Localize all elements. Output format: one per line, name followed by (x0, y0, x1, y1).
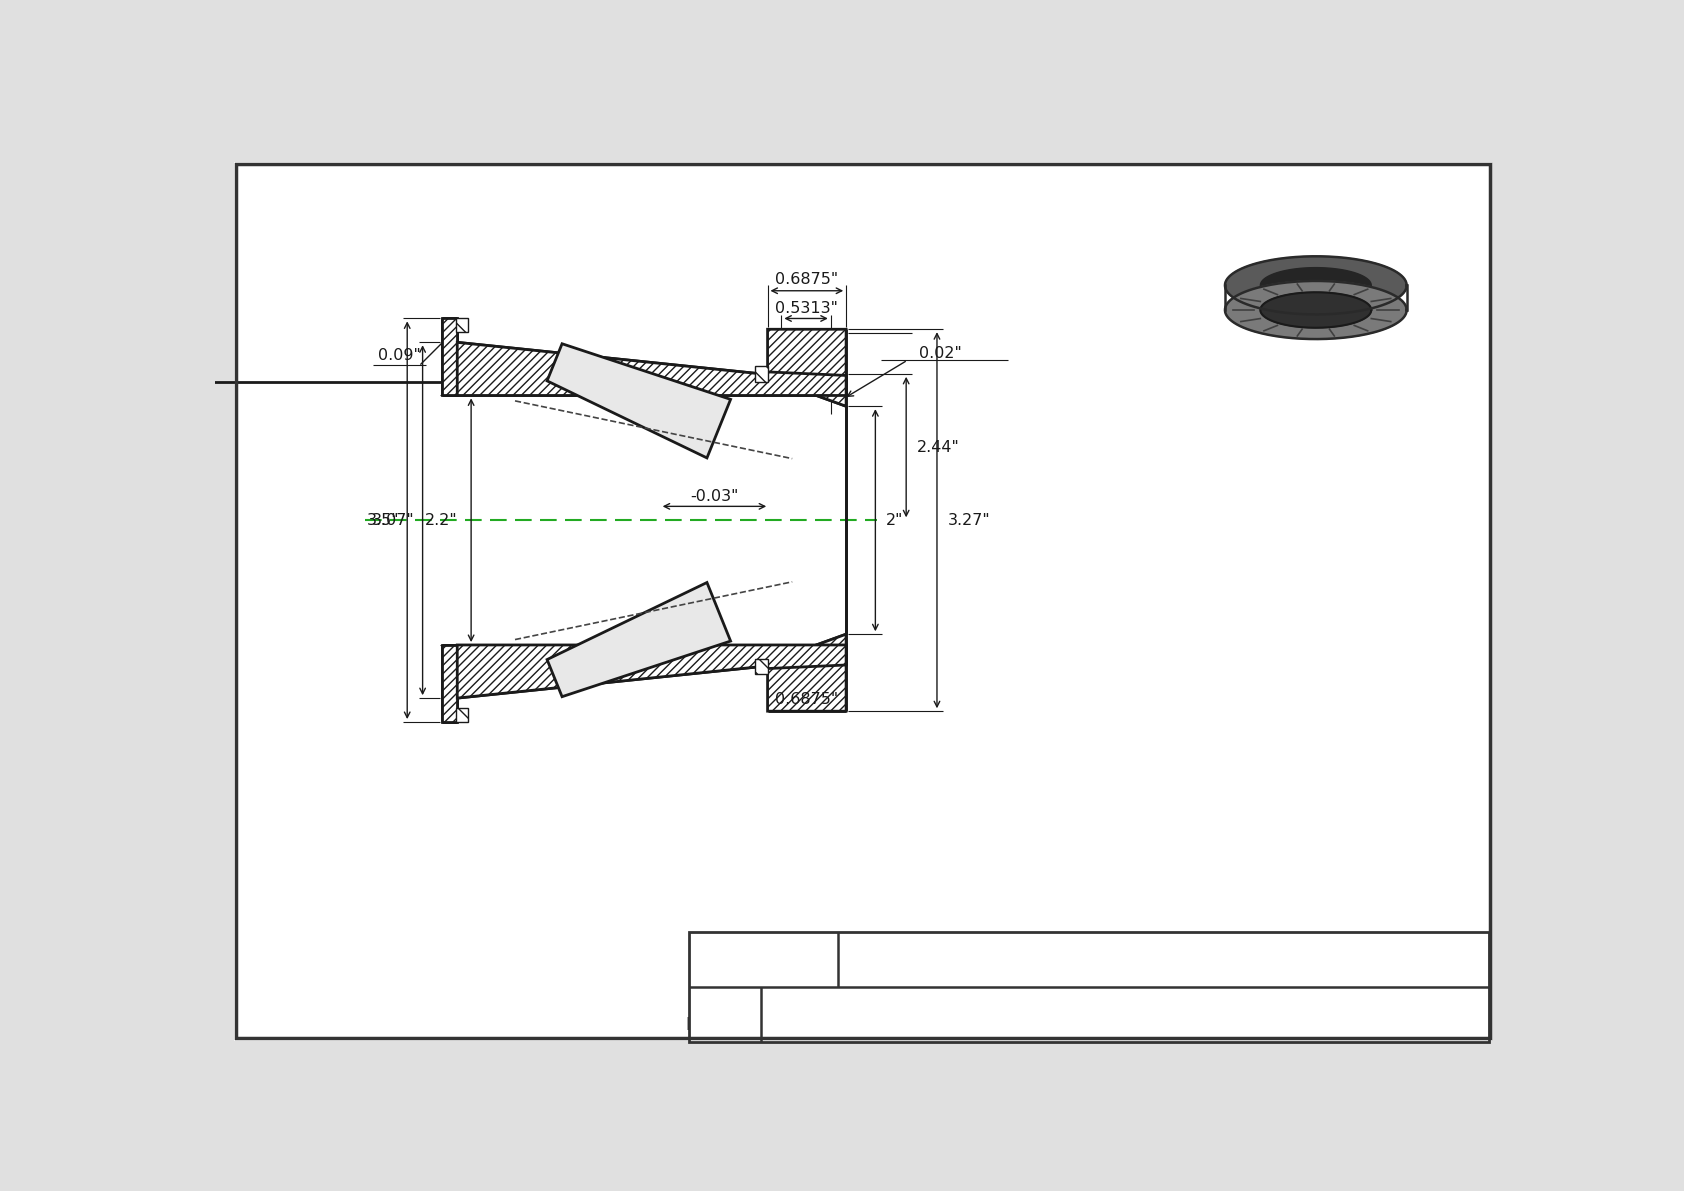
Text: 2.44": 2.44" (918, 439, 960, 455)
Text: 0.09": 0.09" (379, 348, 421, 363)
Text: 2": 2" (886, 512, 904, 528)
Text: 3.5": 3.5" (367, 512, 399, 528)
Text: Email: lilybearing@lily-bearing.com: Email: lilybearing@lily-bearing.com (1027, 961, 1300, 977)
Polygon shape (1224, 281, 1406, 339)
Text: 2.2": 2.2" (424, 512, 458, 528)
Polygon shape (768, 634, 845, 711)
Text: LILY: LILY (707, 937, 812, 983)
Text: TS SERIES: TS SERIES (1420, 939, 1484, 952)
Polygon shape (456, 709, 468, 722)
Polygon shape (547, 582, 731, 697)
Text: Part
Number: Part Number (685, 996, 766, 1034)
Polygon shape (441, 318, 458, 395)
Text: 0.6875": 0.6875" (775, 273, 839, 287)
Polygon shape (547, 344, 731, 457)
Polygon shape (456, 318, 468, 332)
Text: 3.07": 3.07" (372, 512, 414, 528)
Text: ®: ® (795, 940, 813, 958)
Text: 3.27": 3.27" (948, 512, 990, 528)
Text: SHANGHAI LILY BEARING LIMITED: SHANGHAI LILY BEARING LIMITED (980, 941, 1347, 960)
Polygon shape (754, 659, 768, 674)
Polygon shape (1224, 256, 1406, 314)
Bar (689, 933, 1489, 1042)
Text: 0.6875": 0.6875" (775, 692, 839, 707)
Text: -0.03": -0.03" (690, 488, 739, 504)
Polygon shape (441, 646, 458, 722)
Polygon shape (1260, 268, 1371, 304)
Polygon shape (458, 342, 845, 395)
Polygon shape (768, 329, 845, 406)
Text: 18790-18724(Tapered Single Roller Bearings): 18790-18724(Tapered Single Roller Bearin… (919, 1005, 1330, 1023)
Polygon shape (458, 646, 845, 698)
Text: 0.02": 0.02" (919, 347, 962, 361)
Polygon shape (754, 366, 768, 381)
Text: 0.5313": 0.5313" (775, 301, 837, 316)
Polygon shape (1260, 292, 1371, 328)
